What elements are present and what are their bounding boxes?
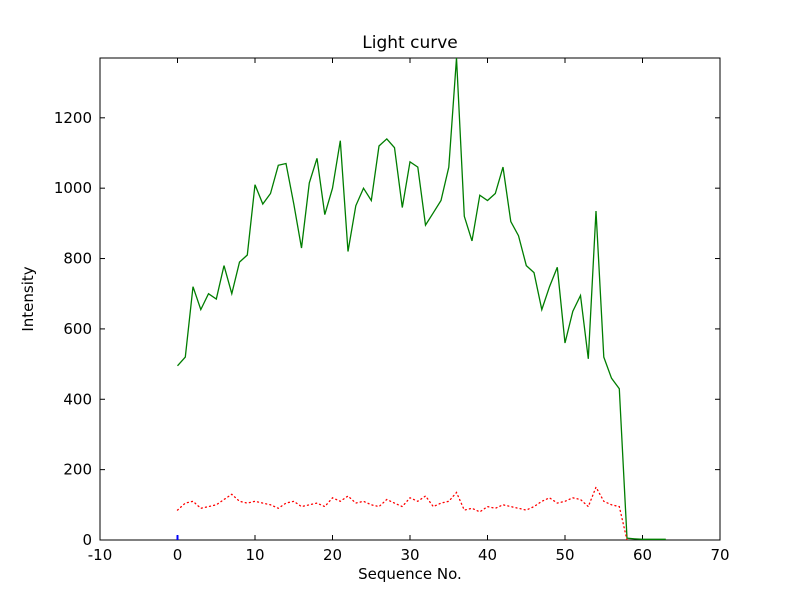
y-tick-label: 800 [63, 250, 92, 268]
y-tick-label: 200 [63, 461, 92, 479]
x-tick-label: 50 [555, 546, 574, 564]
x-tick-label: 70 [710, 546, 729, 564]
y-tick-label: 600 [63, 320, 92, 338]
series-background-level-red [176, 485, 628, 540]
x-tick-label: 10 [245, 546, 264, 564]
x-tick-label: 60 [633, 546, 652, 564]
series-light-curve-green [177, 58, 666, 540]
chart-title: Light curve [362, 33, 458, 53]
x-axis-label: Sequence No. [358, 565, 462, 583]
y-tick-label: 1000 [54, 179, 92, 197]
x-tick-label: 40 [478, 546, 497, 564]
axes-frame [99, 57, 721, 541]
x-tick-label: 0 [173, 546, 183, 564]
x-tick-label: 20 [323, 546, 342, 564]
y-tick-label: 1200 [54, 109, 92, 127]
x-tick-label: 30 [400, 546, 419, 564]
x-tick-label: -10 [88, 546, 113, 564]
y-tick-label: 400 [63, 390, 92, 408]
y-tick-label: 0 [82, 531, 92, 549]
